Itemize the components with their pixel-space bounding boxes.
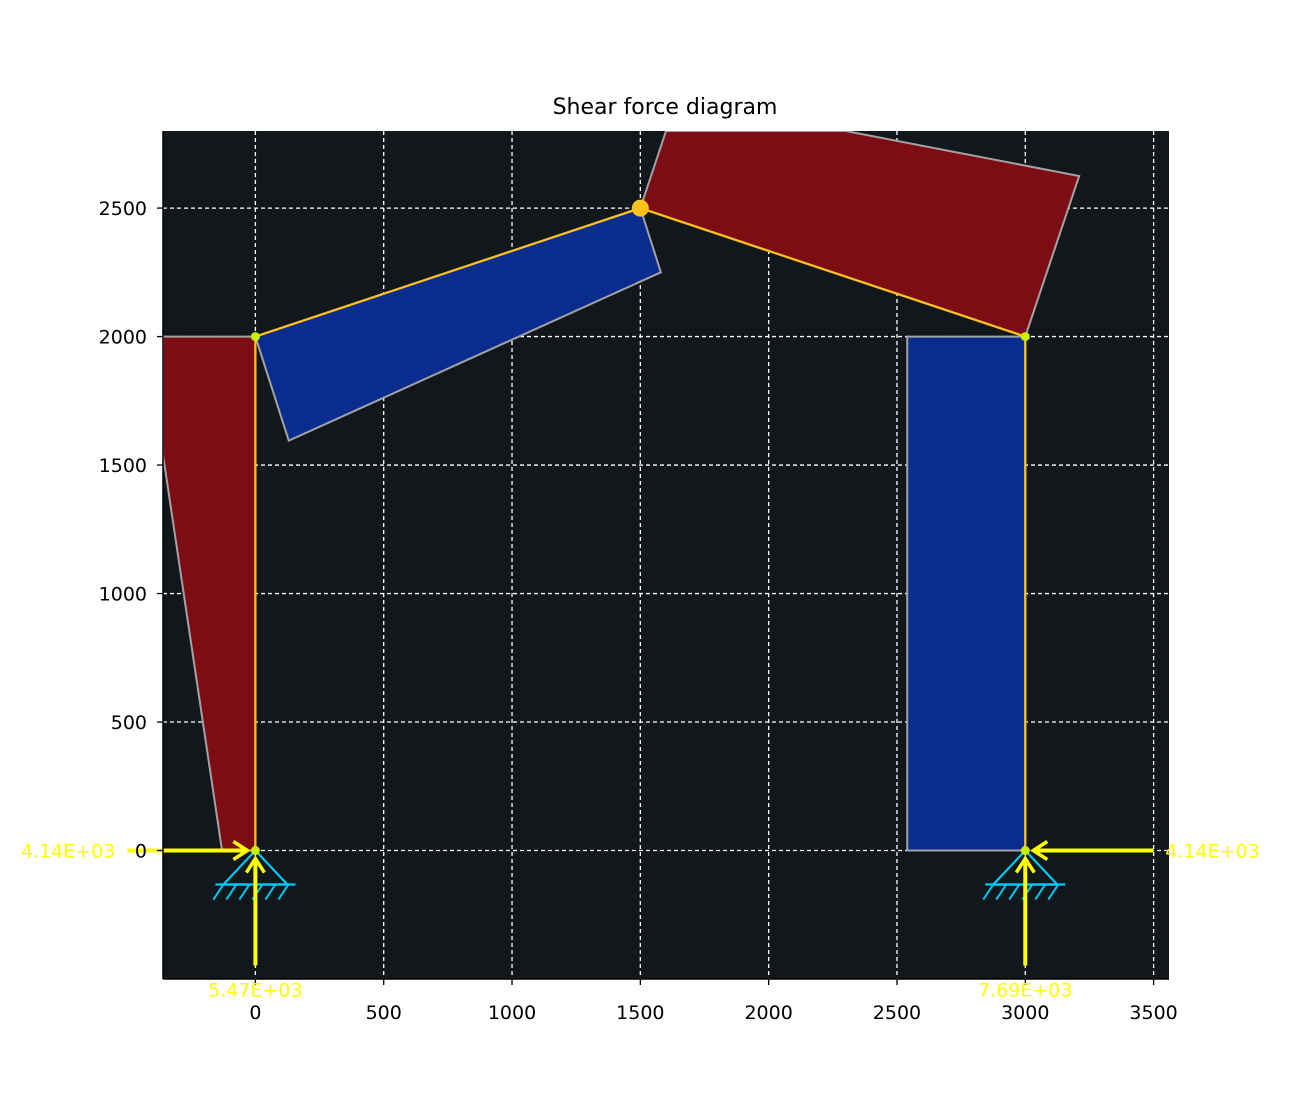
x-tick-label: 500 <box>366 1002 402 1024</box>
x-tick-label: 3000 <box>1001 1002 1049 1024</box>
reaction-label-left-vertical: 5.47E+03 <box>208 980 302 1002</box>
y-tick-label: 1000 <box>99 584 147 606</box>
y-tick-label: 500 <box>111 712 147 734</box>
x-tick-label: 3500 <box>1129 1002 1177 1024</box>
reaction-label-right-vertical: 7.69E+03 <box>978 980 1072 1002</box>
chart-title: Shear force diagram <box>553 95 778 120</box>
frame-nodes <box>250 199 1030 856</box>
frame-element <box>639 207 1026 338</box>
x-axis-ticks: 0 500 1000 1500 2000 2500 3000 3500 <box>249 979 1178 1024</box>
x-tick-label: 1500 <box>616 1002 664 1024</box>
x-tick-label: 1000 <box>488 1002 536 1024</box>
reaction-labels: 4.14E+03 5.47E+03 4.14E+03 7.69E+03 <box>21 841 1260 1002</box>
reaction-arrow-left-horizontal <box>127 840 251 861</box>
frame-node <box>1020 846 1030 856</box>
reaction-arrow-right-horizontal <box>1030 840 1154 861</box>
frame-node <box>250 332 260 342</box>
reaction-arrow-left-vertical <box>244 855 266 966</box>
y-tick-label: 1500 <box>99 455 147 477</box>
reaction-arrow-right-vertical <box>1014 855 1036 966</box>
frame-node <box>250 846 260 856</box>
x-tick-label: 2500 <box>873 1002 921 1024</box>
y-axis-ticks: 0 500 1000 1500 2000 2500 <box>99 198 163 863</box>
x-tick-label: 2000 <box>744 1002 792 1024</box>
y-tick-label: 0 <box>135 841 147 863</box>
reaction-label-right-horizontal: 4.14E+03 <box>1165 841 1259 863</box>
reaction-arrows <box>127 840 1154 966</box>
x-tick-label: 0 <box>249 1002 261 1024</box>
y-tick-label: 2500 <box>99 198 147 220</box>
hinge-node <box>631 199 649 217</box>
y-tick-label: 2000 <box>99 327 147 349</box>
shear-region-right-column <box>906 335 1027 852</box>
frame-structure <box>254 207 1027 851</box>
shear-regions <box>163 131 1081 852</box>
frame-element <box>255 207 641 338</box>
frame-node <box>1020 332 1030 342</box>
reaction-label-left-horizontal: 4.14E+03 <box>21 841 115 863</box>
